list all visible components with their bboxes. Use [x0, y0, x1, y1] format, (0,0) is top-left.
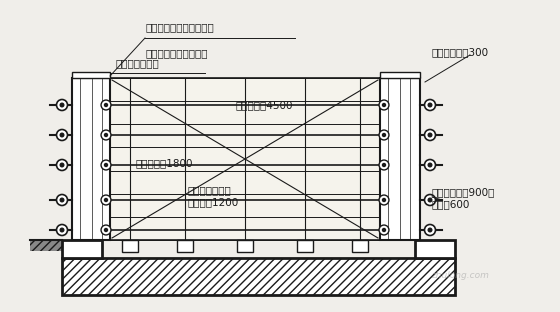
Text: 木枋与企口同断面尺寸，: 木枋与企口同断面尺寸， [145, 22, 214, 32]
Text: zhulong.com: zhulong.com [431, 271, 489, 280]
Circle shape [105, 228, 108, 232]
Circle shape [382, 198, 385, 202]
Circle shape [57, 194, 68, 206]
Circle shape [379, 160, 389, 170]
Circle shape [60, 228, 64, 232]
Circle shape [424, 159, 436, 170]
Circle shape [101, 100, 111, 110]
Bar [177, 240, 193, 252]
Text: 剪刀撑间距4500: 剪刀撑间距4500 [235, 100, 292, 110]
Circle shape [101, 160, 111, 170]
Text: 纵横间距1200: 纵横间距1200 [188, 197, 239, 207]
Circle shape [60, 163, 64, 167]
Circle shape [101, 195, 111, 205]
Circle shape [60, 103, 64, 107]
Bar [415, 240, 455, 258]
Bar [380, 78, 420, 240]
Circle shape [424, 225, 436, 236]
Circle shape [382, 134, 385, 137]
Circle shape [57, 159, 68, 170]
Circle shape [105, 134, 108, 137]
Circle shape [424, 100, 436, 110]
Circle shape [60, 133, 64, 137]
Circle shape [424, 129, 436, 140]
Circle shape [57, 225, 68, 236]
Circle shape [424, 194, 436, 206]
Circle shape [382, 163, 385, 167]
Bar [62, 240, 102, 258]
Circle shape [428, 133, 432, 137]
Bar [352, 240, 368, 252]
Text: 酚醛树脂竹胶模: 酚醛树脂竹胶模 [116, 58, 160, 68]
Circle shape [428, 103, 432, 107]
Circle shape [105, 163, 108, 167]
Circle shape [379, 130, 389, 140]
Circle shape [105, 198, 108, 202]
Circle shape [428, 228, 432, 232]
Text: 垂直距600: 垂直距600 [432, 199, 470, 209]
Circle shape [101, 130, 111, 140]
Circle shape [57, 129, 68, 140]
Circle shape [60, 198, 64, 202]
Bar [237, 240, 253, 252]
Text: 砼浇至底口时再行安装: 砼浇至底口时再行安装 [145, 48, 208, 58]
Text: 水平杆步距1800: 水平杆步距1800 [135, 158, 193, 168]
Text: 木枋背楞间距300: 木枋背楞间距300 [432, 47, 489, 57]
Text: 满堂脚手架立杆: 满堂脚手架立杆 [188, 185, 232, 195]
Circle shape [101, 225, 111, 235]
Bar [72, 78, 110, 240]
Circle shape [382, 228, 385, 232]
Circle shape [105, 104, 108, 106]
Circle shape [379, 195, 389, 205]
Circle shape [382, 104, 385, 106]
Bar [297, 240, 313, 252]
Bar [110, 78, 380, 240]
Text: 对拉杆水平距900，: 对拉杆水平距900， [432, 187, 496, 197]
Circle shape [379, 225, 389, 235]
Bar [62, 258, 455, 295]
Circle shape [57, 100, 68, 110]
Bar [122, 240, 138, 252]
Circle shape [379, 100, 389, 110]
Bar [380, 72, 420, 78]
Circle shape [428, 163, 432, 167]
Circle shape [428, 198, 432, 202]
Bar [72, 72, 110, 78]
Bar [30, 240, 62, 251]
